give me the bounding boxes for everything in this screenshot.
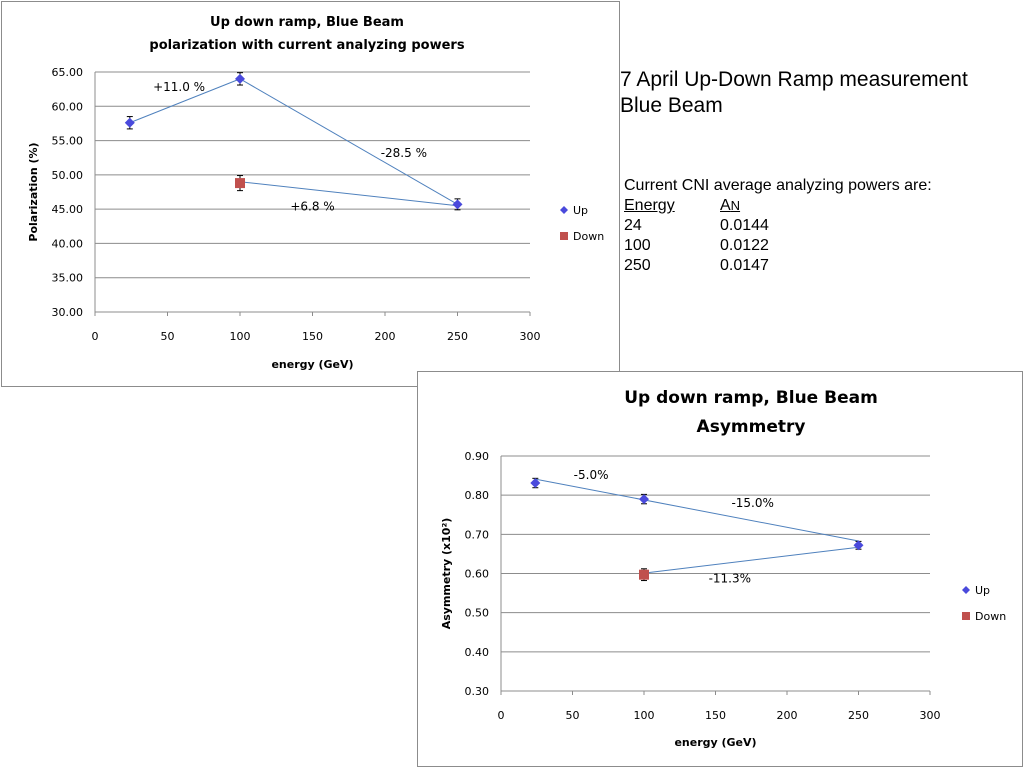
an-column-header: AN (720, 196, 769, 216)
x-tick-label: 300 (520, 330, 541, 343)
y-tick-label: 0.40 (465, 646, 490, 659)
data-point-up (530, 477, 541, 489)
an-header-sub: N (730, 198, 741, 213)
percent-annotation: -28.5 % (381, 146, 427, 160)
table-row: 250 0.0147 (624, 256, 769, 276)
legend-label: Up (975, 584, 990, 597)
chart-title-line: polarization with current analyzing powe… (149, 38, 464, 53)
table-row: 100 0.0122 (624, 236, 769, 256)
y-tick-label: 40.00 (52, 237, 84, 250)
legend-down-marker (962, 612, 970, 620)
x-tick-label: 300 (920, 709, 941, 722)
up-marker (639, 494, 649, 505)
slide-title: 7 April Up-Down Ramp measurement Blue Be… (620, 67, 968, 119)
percent-annotation: -5.0% (574, 468, 609, 482)
x-axis-label: energy (GeV) (271, 358, 353, 371)
up-marker (124, 117, 135, 128)
x-tick-label: 200 (777, 709, 798, 722)
y-tick-label: 0.50 (465, 607, 490, 620)
connector-line (239, 181, 458, 207)
energy-cell: 100 (624, 237, 651, 254)
legend-label: Down (573, 230, 604, 243)
an-cell: 0.0122 (720, 237, 769, 254)
an-header-main: A (720, 197, 731, 214)
y-tick-label: 0.70 (465, 528, 490, 541)
x-tick-label: 200 (375, 330, 396, 343)
legend-label: Down (975, 610, 1006, 623)
legend-up-marker (560, 206, 568, 214)
connector-line (239, 78, 458, 205)
x-tick-label: 100 (230, 330, 251, 343)
energy-cell: 24 (624, 217, 642, 234)
data-point-down (235, 175, 245, 192)
y-axis-label: Polarization (%) (27, 142, 40, 241)
y-tick-label: 30.00 (52, 306, 84, 319)
connector-line (643, 546, 859, 574)
energy-column-header: Energy (624, 197, 675, 214)
asymmetry-chart-canvas: Up down ramp, Blue Beam Asymmetry 0.30 0.40… (440, 388, 1006, 749)
legend-down-marker (560, 232, 568, 240)
table-row: 24 0.0144 (624, 216, 769, 236)
table-header-row: Energy AN (624, 196, 769, 216)
x-tick-label: 150 (705, 709, 726, 722)
x-tick-label: 150 (302, 330, 323, 343)
asymmetry-chart: Up down ramp, Blue Beam Asymmetry 0.30 0.40… (417, 371, 1023, 767)
slide-title-line2: Blue Beam (620, 94, 723, 117)
polarization-chart-canvas: Up down ramp, Blue Beam polarization with… (27, 15, 604, 371)
percent-annotation: -11.3% (709, 572, 751, 586)
y-tick-label: 55.00 (52, 135, 84, 148)
x-tick-label: 50 (161, 330, 175, 343)
down-marker (639, 569, 649, 580)
slide-title-line1: 7 April Up-Down Ramp measurement (620, 68, 968, 91)
data-point-down (639, 568, 649, 582)
y-tick-label: 50.00 (52, 169, 84, 182)
legend-label: Up (573, 204, 588, 217)
connector-line (129, 78, 241, 124)
an-cell: 0.0144 (720, 217, 769, 234)
y-tick-label: 45.00 (52, 203, 84, 216)
up-marker (235, 73, 245, 84)
up-marker (853, 540, 864, 551)
up-marker (530, 478, 541, 489)
chart-title-line: Asymmetry (697, 417, 806, 437)
y-axis-label: Asymmetry (x10²) (440, 518, 453, 630)
y-tick-label: 0.80 (465, 489, 490, 502)
energy-cell: 250 (624, 257, 651, 274)
data-point-up (639, 493, 649, 505)
chart-title-line: Up down ramp, Blue Beam (624, 388, 878, 408)
data-point-up (124, 116, 135, 130)
analyzing-powers-intro: Current CNI average analyzing powers are… (624, 177, 932, 194)
y-tick-label: 60.00 (52, 100, 84, 113)
y-tick-label: 65.00 (52, 66, 84, 79)
an-cell: 0.0147 (720, 257, 769, 274)
x-tick-label: 250 (848, 709, 869, 722)
x-axis-label: energy (GeV) (674, 736, 756, 749)
connector-line (535, 478, 859, 542)
x-tick-label: 50 (566, 709, 580, 722)
down-marker (235, 178, 245, 189)
legend-up-marker (962, 586, 970, 594)
data-point-up (235, 72, 245, 86)
analyzing-powers-block: Current CNI average analyzing powers are… (624, 175, 932, 276)
up-marker (452, 199, 463, 210)
data-point-up (452, 198, 463, 211)
analyzing-powers-table: Energy AN 24 0.0144 100 0.0122 250 0.014… (624, 196, 769, 276)
x-tick-label: 100 (634, 709, 655, 722)
y-tick-label: 35.00 (52, 272, 84, 285)
x-tick-label: 0 (498, 709, 505, 722)
percent-annotation: +11.0 % (153, 80, 205, 94)
data-point-up (853, 540, 864, 551)
chart-title-line: Up down ramp, Blue Beam (210, 15, 404, 30)
polarization-chart: Up down ramp, Blue Beam polarization with… (1, 1, 620, 387)
y-tick-label: 0.60 (465, 568, 490, 581)
percent-annotation: +6.8 % (290, 199, 334, 213)
y-tick-label: 0.90 (465, 450, 490, 463)
percent-annotation: -15.0% (731, 496, 773, 510)
x-tick-label: 250 (447, 330, 468, 343)
y-tick-label: 0.30 (465, 685, 490, 698)
x-tick-label: 0 (92, 330, 99, 343)
